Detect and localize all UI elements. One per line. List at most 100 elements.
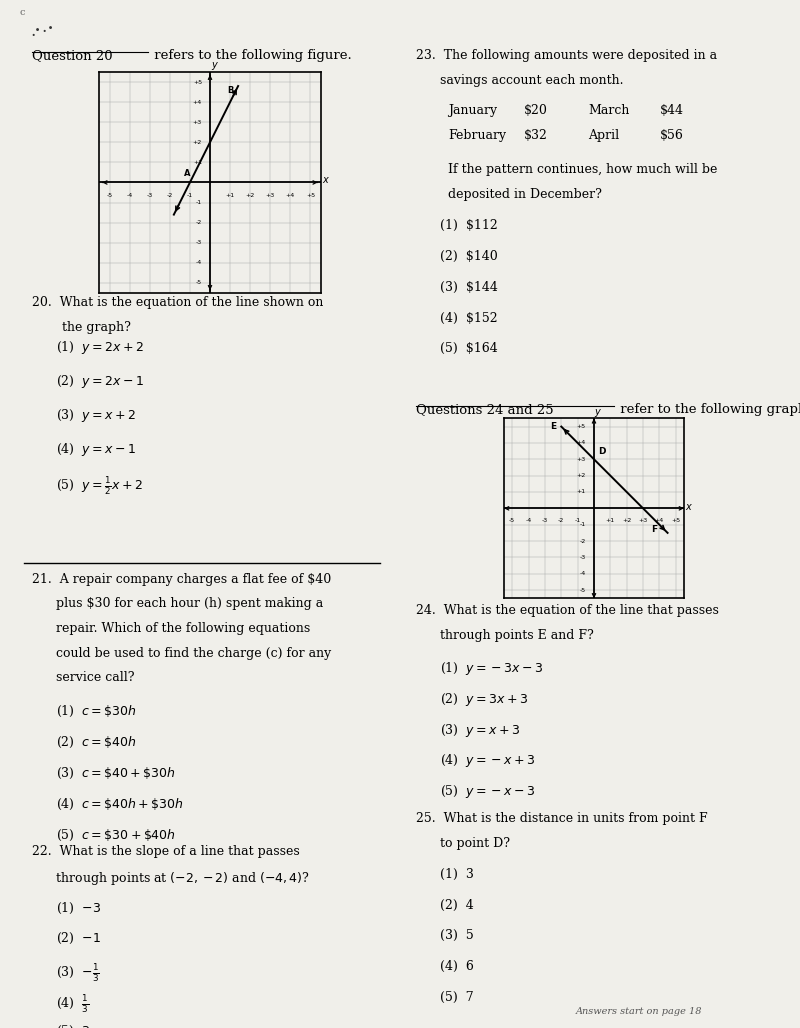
Text: D: D [598,447,606,456]
Text: +4: +4 [286,192,295,197]
Text: (4)  $y = -x + 3$: (4) $y = -x + 3$ [440,752,535,770]
Text: -5: -5 [509,518,515,523]
Text: -3: -3 [146,192,153,197]
Text: +1: +1 [577,489,586,494]
Text: (1)  $-3$: (1) $-3$ [56,901,101,916]
Text: (5)  $164: (5) $164 [440,342,498,356]
Text: (2)  $y = 3x + 3$: (2) $y = 3x + 3$ [440,691,528,708]
Text: If the pattern continues, how much will be: If the pattern continues, how much will … [448,163,718,177]
Text: 24.  What is the equation of the line that passes: 24. What is the equation of the line tha… [416,604,719,618]
Text: -2: -2 [196,220,202,225]
Text: .: . [34,14,41,36]
Text: Question 20: Question 20 [32,49,113,63]
Text: -1: -1 [187,192,193,197]
Text: (2)  $-1$: (2) $-1$ [56,931,101,947]
Text: Questions 24 and 25: Questions 24 and 25 [416,403,554,416]
Text: refer to the following graph.: refer to the following graph. [616,403,800,416]
Text: (2)  $y = 2x - 1$: (2) $y = 2x - 1$ [56,373,144,391]
Text: -1: -1 [196,200,202,205]
Text: April: April [588,128,619,142]
Text: (4)  6: (4) 6 [440,960,474,974]
Text: refers to the following figure.: refers to the following figure. [150,49,352,63]
Text: c: c [20,8,26,17]
Text: (5)  $c = \$30 + \$40h$: (5) $c = \$30 + \$40h$ [56,828,176,843]
Text: (5)  $y = -x - 3$: (5) $y = -x - 3$ [440,783,535,801]
Text: (1)  3: (1) 3 [440,868,474,881]
Text: +2: +2 [246,192,255,197]
Text: x: x [686,502,691,512]
Text: savings account each month.: savings account each month. [416,74,623,87]
Text: (3)  5: (3) 5 [440,929,474,943]
Text: Answers start on page 18: Answers start on page 18 [576,1006,702,1016]
Text: (1)  $y = -3x - 3$: (1) $y = -3x - 3$ [440,660,543,677]
Text: (3)  $144: (3) $144 [440,281,498,294]
Text: $32: $32 [524,128,548,142]
Text: -4: -4 [526,518,532,523]
Text: (2)  $140: (2) $140 [440,250,498,263]
Text: -4: -4 [579,572,586,577]
Text: -4: -4 [126,192,133,197]
Text: through points E and F?: through points E and F? [416,629,594,642]
Text: +1: +1 [193,160,202,164]
Text: 21.  A repair company charges a flat fee of $40: 21. A repair company charges a flat fee … [32,573,331,586]
Text: (5)  7: (5) 7 [440,991,474,1004]
Text: (3)  $c = \$40 + \$30h$: (3) $c = \$40 + \$30h$ [56,766,176,781]
Text: +3: +3 [638,518,648,523]
Text: (1)  $y = 2x + 2$: (1) $y = 2x + 2$ [56,339,144,357]
Text: $56: $56 [660,128,684,142]
Text: y: y [211,60,217,70]
Text: +2: +2 [622,518,631,523]
Text: $44: $44 [660,104,684,117]
Text: .: . [30,23,36,40]
Text: (4)  $152: (4) $152 [440,311,498,325]
Text: 20.  What is the equation of the line shown on: 20. What is the equation of the line sho… [32,296,323,309]
Text: +3: +3 [266,192,275,197]
Text: 23.  The following amounts were deposited in a: 23. The following amounts were deposited… [416,49,717,63]
Text: +1: +1 [606,518,615,523]
Text: deposited in December?: deposited in December? [448,188,602,201]
Text: -4: -4 [196,260,202,265]
Text: 25.  What is the distance in units from point F: 25. What is the distance in units from p… [416,812,708,825]
Text: +5: +5 [193,79,202,84]
Text: (4)  $y = x - 1$: (4) $y = x - 1$ [56,441,136,458]
Text: repair. Which of the following equations: repair. Which of the following equations [32,622,310,635]
Text: 22.  What is the slope of a line that passes: 22. What is the slope of a line that pas… [32,845,300,858]
Text: service call?: service call? [32,671,134,685]
Text: $20: $20 [524,104,548,117]
Text: -5: -5 [580,588,586,592]
Text: (4)  $\frac{1}{3}$: (4) $\frac{1}{3}$ [56,993,90,1015]
Text: (5)  $y = \frac{1}{2}x + 2$: (5) $y = \frac{1}{2}x + 2$ [56,475,143,497]
Text: (3)  $-\frac{1}{3}$: (3) $-\frac{1}{3}$ [56,962,100,984]
Text: -2: -2 [579,539,586,544]
Text: -3: -3 [579,555,586,560]
Text: +2: +2 [193,140,202,145]
Text: March: March [588,104,630,117]
Text: B: B [227,86,234,95]
Text: .: . [42,19,47,36]
Text: +3: +3 [193,119,202,124]
Text: January: January [448,104,497,117]
Text: -2: -2 [558,518,565,523]
Text: +5: +5 [577,425,586,429]
Text: (1)  $112: (1) $112 [440,219,498,232]
Text: -5: -5 [196,281,202,286]
Text: F: F [651,524,658,534]
Text: y: y [594,407,600,416]
Text: E: E [550,423,556,431]
Text: (2)  $c = \$40h$: (2) $c = \$40h$ [56,735,137,750]
Text: x: x [322,176,328,185]
Text: -3: -3 [542,518,548,523]
Text: to point D?: to point D? [416,837,510,850]
Text: +3: +3 [577,456,586,462]
Text: A: A [184,170,190,179]
Text: +4: +4 [577,440,586,445]
Text: (2)  4: (2) 4 [440,898,474,912]
Text: -2: -2 [166,192,173,197]
Text: -1: -1 [574,518,581,523]
Text: could be used to find the charge (c) for any: could be used to find the charge (c) for… [32,647,331,660]
Text: the graph?: the graph? [62,321,131,334]
Text: -3: -3 [196,241,202,246]
Text: +5: +5 [671,518,680,523]
Text: (4)  $c = \$40h + \$30h$: (4) $c = \$40h + \$30h$ [56,797,184,812]
Text: +5: +5 [306,192,315,197]
